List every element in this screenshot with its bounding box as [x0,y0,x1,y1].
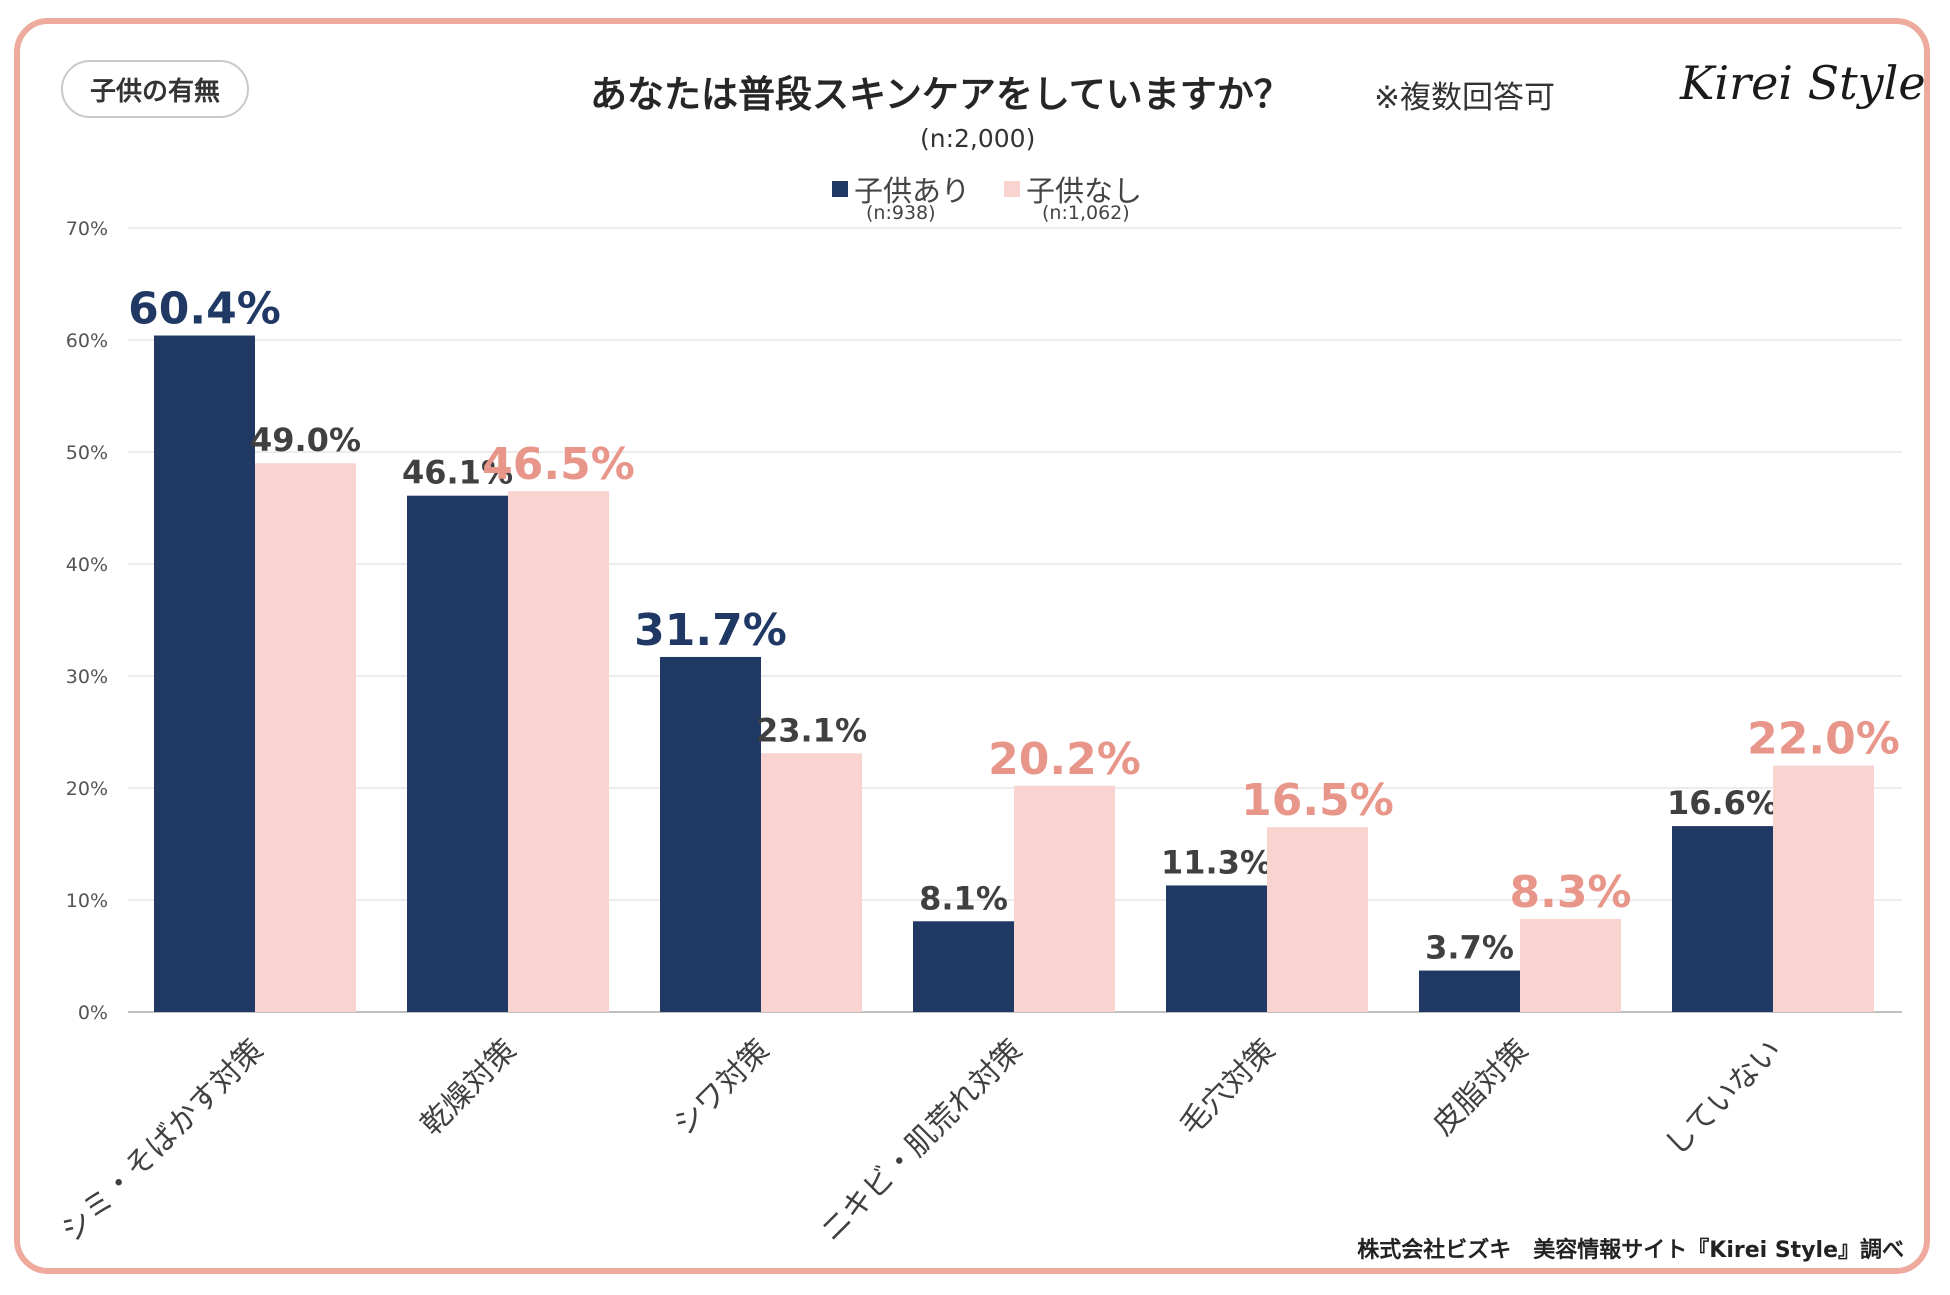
bar [407,495,508,1012]
bar [1014,785,1115,1012]
data-label: 20.2% [988,734,1141,785]
category-label: シワ対策 [667,1033,777,1143]
y-tick-label: 0% [78,1002,108,1024]
chart-title: あなたは普段スキンケアをしていますか？ [590,73,1291,116]
y-tick-label: 30% [66,666,108,688]
data-label: 60.4% [128,284,281,335]
filter-tag: 子供の有無 [61,60,249,118]
data-label: 31.7% [634,605,787,656]
y-tick-label: 40% [66,554,108,576]
bar [1672,826,1773,1012]
legend-item-with-children: 子供あり [832,168,970,210]
data-label: 16.5% [1241,775,1394,826]
category-label: 皮脂対策 [1426,1033,1536,1143]
bar [154,335,255,1012]
category-label: ニキビ・肌荒れ対策 [814,1033,1030,1249]
legend-label-without-children: 子供なし [1026,174,1143,208]
y-tick-label: 60% [66,330,108,352]
legend-swatch-with-children [832,181,848,197]
sample-size: (n:2,000) [920,124,1036,153]
data-label: 23.1% [756,711,867,749]
category-label: 乾燥対策 [414,1033,524,1143]
category-label: シミ・そばかす対策 [55,1033,271,1249]
data-label: 46.1% [402,454,513,492]
bar [255,463,356,1012]
multiple-answer-note: ※複数回答可 [1374,80,1555,116]
category-label: していない [1658,1033,1788,1163]
data-label: 8.3% [1509,867,1631,918]
bar [761,753,862,1012]
data-label: 22.0% [1747,714,1900,765]
bar [508,491,609,1012]
data-label: 3.7% [1425,929,1514,967]
bar [1520,919,1621,1012]
y-tick-label: 20% [66,778,108,800]
data-label: 49.0% [250,421,361,459]
brand-logo: Kirei Style [1680,56,1926,110]
source-credit: 株式会社ビズキ 美容情報サイト『Kirei Style』調べ [1357,1238,1904,1263]
bar [1773,765,1874,1012]
bar [1166,885,1267,1012]
bar [1267,827,1368,1012]
filter-tag-label: 子供の有無 [89,76,220,107]
y-tick-label: 70% [66,218,108,240]
y-tick-label: 10% [66,890,108,912]
data-label: 16.6% [1667,784,1778,822]
legend-swatch-without-children [1004,181,1020,197]
data-label: 11.3% [1161,843,1272,881]
legend-sub-without-children: (n:1,062) [1042,202,1130,224]
legend-item-without-children: 子供なし [1004,168,1142,210]
legend-label-with-children: 子供あり [854,174,971,208]
bar [660,656,761,1012]
y-tick-label: 50% [66,442,108,464]
data-label: 46.5% [482,439,635,490]
legend-sub-with-children: (n:938) [866,202,936,224]
bar [1419,970,1520,1012]
bar [913,921,1014,1012]
data-label: 8.1% [919,879,1008,917]
category-label: 毛穴対策 [1173,1033,1283,1143]
